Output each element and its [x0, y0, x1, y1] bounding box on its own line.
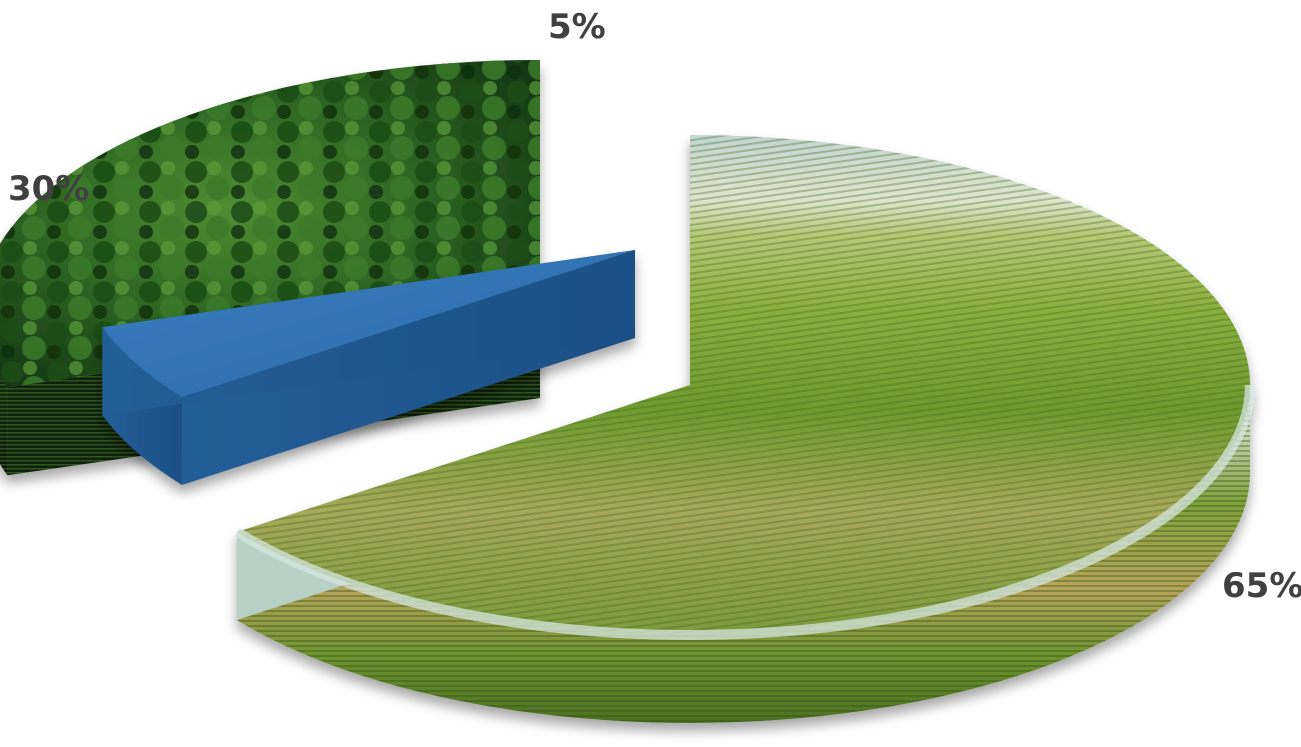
pie-labels: 65% 5% 30% — [8, 7, 1301, 606]
slice-water — [102, 250, 636, 485]
slice-top-water — [102, 250, 636, 397]
slice-label-water: 5% — [548, 7, 606, 47]
slice-label-farmland: 65% — [1222, 566, 1301, 606]
slice-top-texture-farmland — [236, 135, 1250, 636]
slice-farmland — [234, 135, 1255, 723]
slice-label-forest: 30% — [8, 169, 89, 209]
slice-side-texture-forest — [0, 376, 8, 476]
pie-slices — [0, 60, 1255, 723]
slice-rim-farmland — [234, 384, 1255, 640]
slice-side-texture-farmland — [236, 385, 1250, 723]
